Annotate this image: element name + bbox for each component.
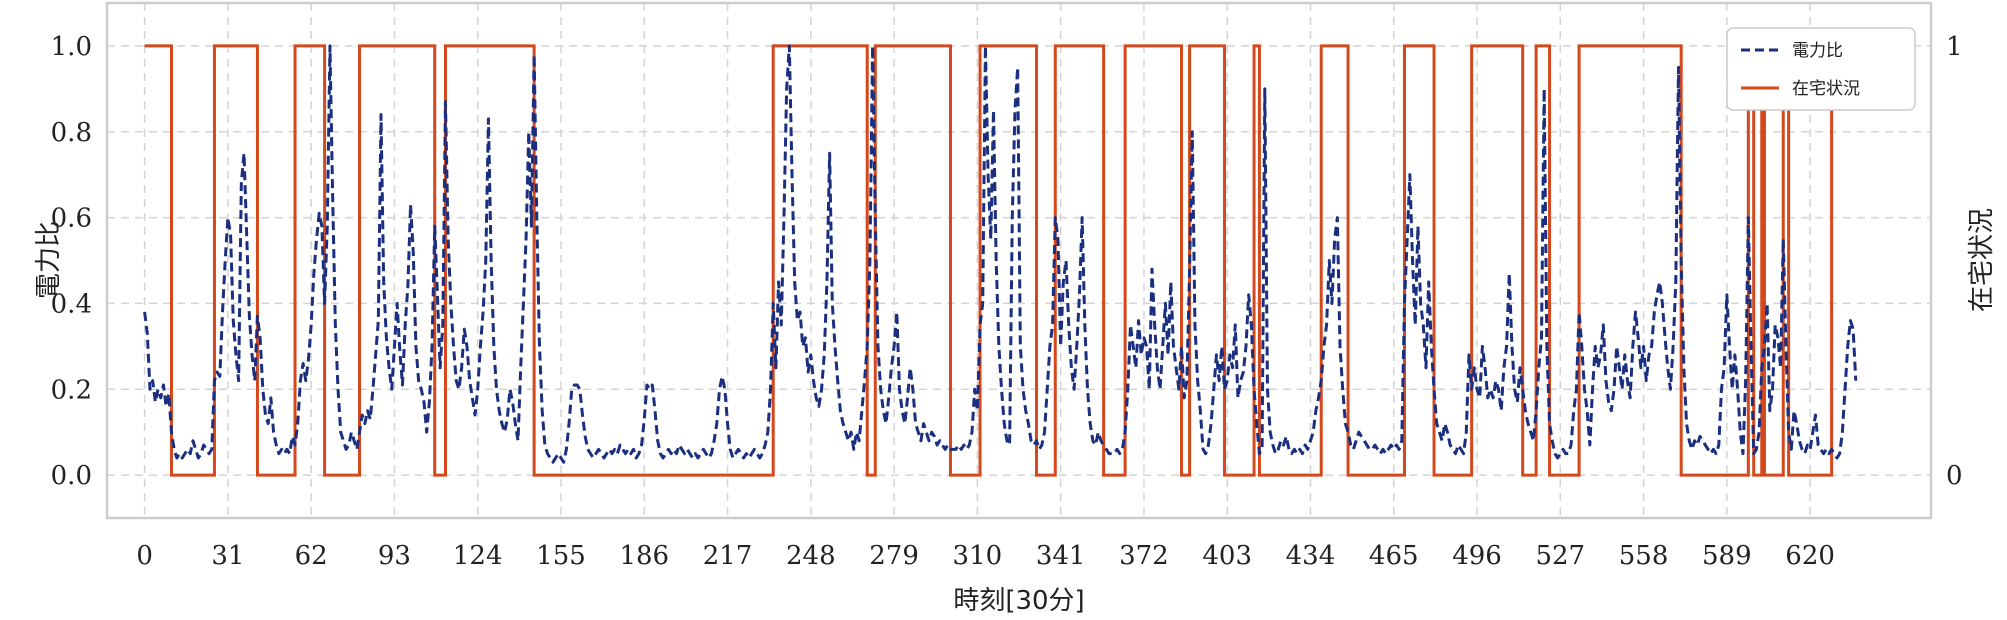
y-right-tick-label: 0 xyxy=(1946,461,1963,491)
x-tick-label: 341 xyxy=(1036,541,1086,571)
y-left-tick-label: 0.4 xyxy=(51,289,92,319)
occupancy-line xyxy=(144,44,1859,477)
y-right-tick-label: 1 xyxy=(1946,32,1963,62)
y-left-tick-labels: 0.0 0.2 0.4 0.6 0.8 1.0 xyxy=(51,32,92,491)
series-layer xyxy=(143,44,1859,477)
x-tick-label: 155 xyxy=(536,541,586,571)
x-tick-label: 403 xyxy=(1202,541,1252,571)
legend-label-power-ratio: 電力比 xyxy=(1792,41,1843,61)
x-tick-label: 589 xyxy=(1702,541,1752,571)
x-tick-label: 465 xyxy=(1369,541,1419,571)
x-tick-label: 0 xyxy=(136,541,153,571)
x-tick-label: 186 xyxy=(619,541,669,571)
x-tick-label: 558 xyxy=(1619,541,1669,571)
y-right-tick-labels: 01 xyxy=(1946,32,1963,491)
x-tick-label: 496 xyxy=(1452,541,1502,571)
y-left-tick-label: 0.0 xyxy=(51,461,92,491)
legend: 電力比 在宅状況 xyxy=(1726,27,1916,111)
legend-label-occupancy: 在宅状況 xyxy=(1792,79,1860,99)
x-tick-label: 310 xyxy=(953,541,1003,571)
x-tick-label: 93 xyxy=(378,541,411,571)
y-left-axis-title: 電力比 xyxy=(34,221,64,299)
power-ratio-line xyxy=(143,44,1858,464)
x-tick-label: 31 xyxy=(211,541,244,571)
plot-frame xyxy=(105,1,1933,520)
y-left-tick-label: 0.2 xyxy=(51,375,92,405)
x-tick-label: 372 xyxy=(1119,541,1169,571)
x-tick-label: 217 xyxy=(703,541,753,571)
y-left-tick-label: 1.0 xyxy=(51,32,92,62)
x-tick-label: 434 xyxy=(1286,541,1336,571)
y-left-tick-label: 0.6 xyxy=(51,204,92,234)
x-tick-label: 620 xyxy=(1785,541,1835,571)
y-right-axis-title: 在宅状況 xyxy=(1967,208,1997,312)
x-tick-labels: 0 31 62 93 124 155 186 217 248 279 310 341 372 403 434… xyxy=(136,541,1835,571)
x-tick-label: 279 xyxy=(869,541,919,571)
x-tick-label: 62 xyxy=(295,541,328,571)
x-tick-label: 124 xyxy=(453,541,503,571)
y-left-tick-label: 0.8 xyxy=(51,118,92,148)
x-tick-label: 527 xyxy=(1535,541,1585,571)
x-tick-label: 248 xyxy=(786,541,836,571)
x-axis-title: 時刻[30分] xyxy=(953,586,1084,616)
